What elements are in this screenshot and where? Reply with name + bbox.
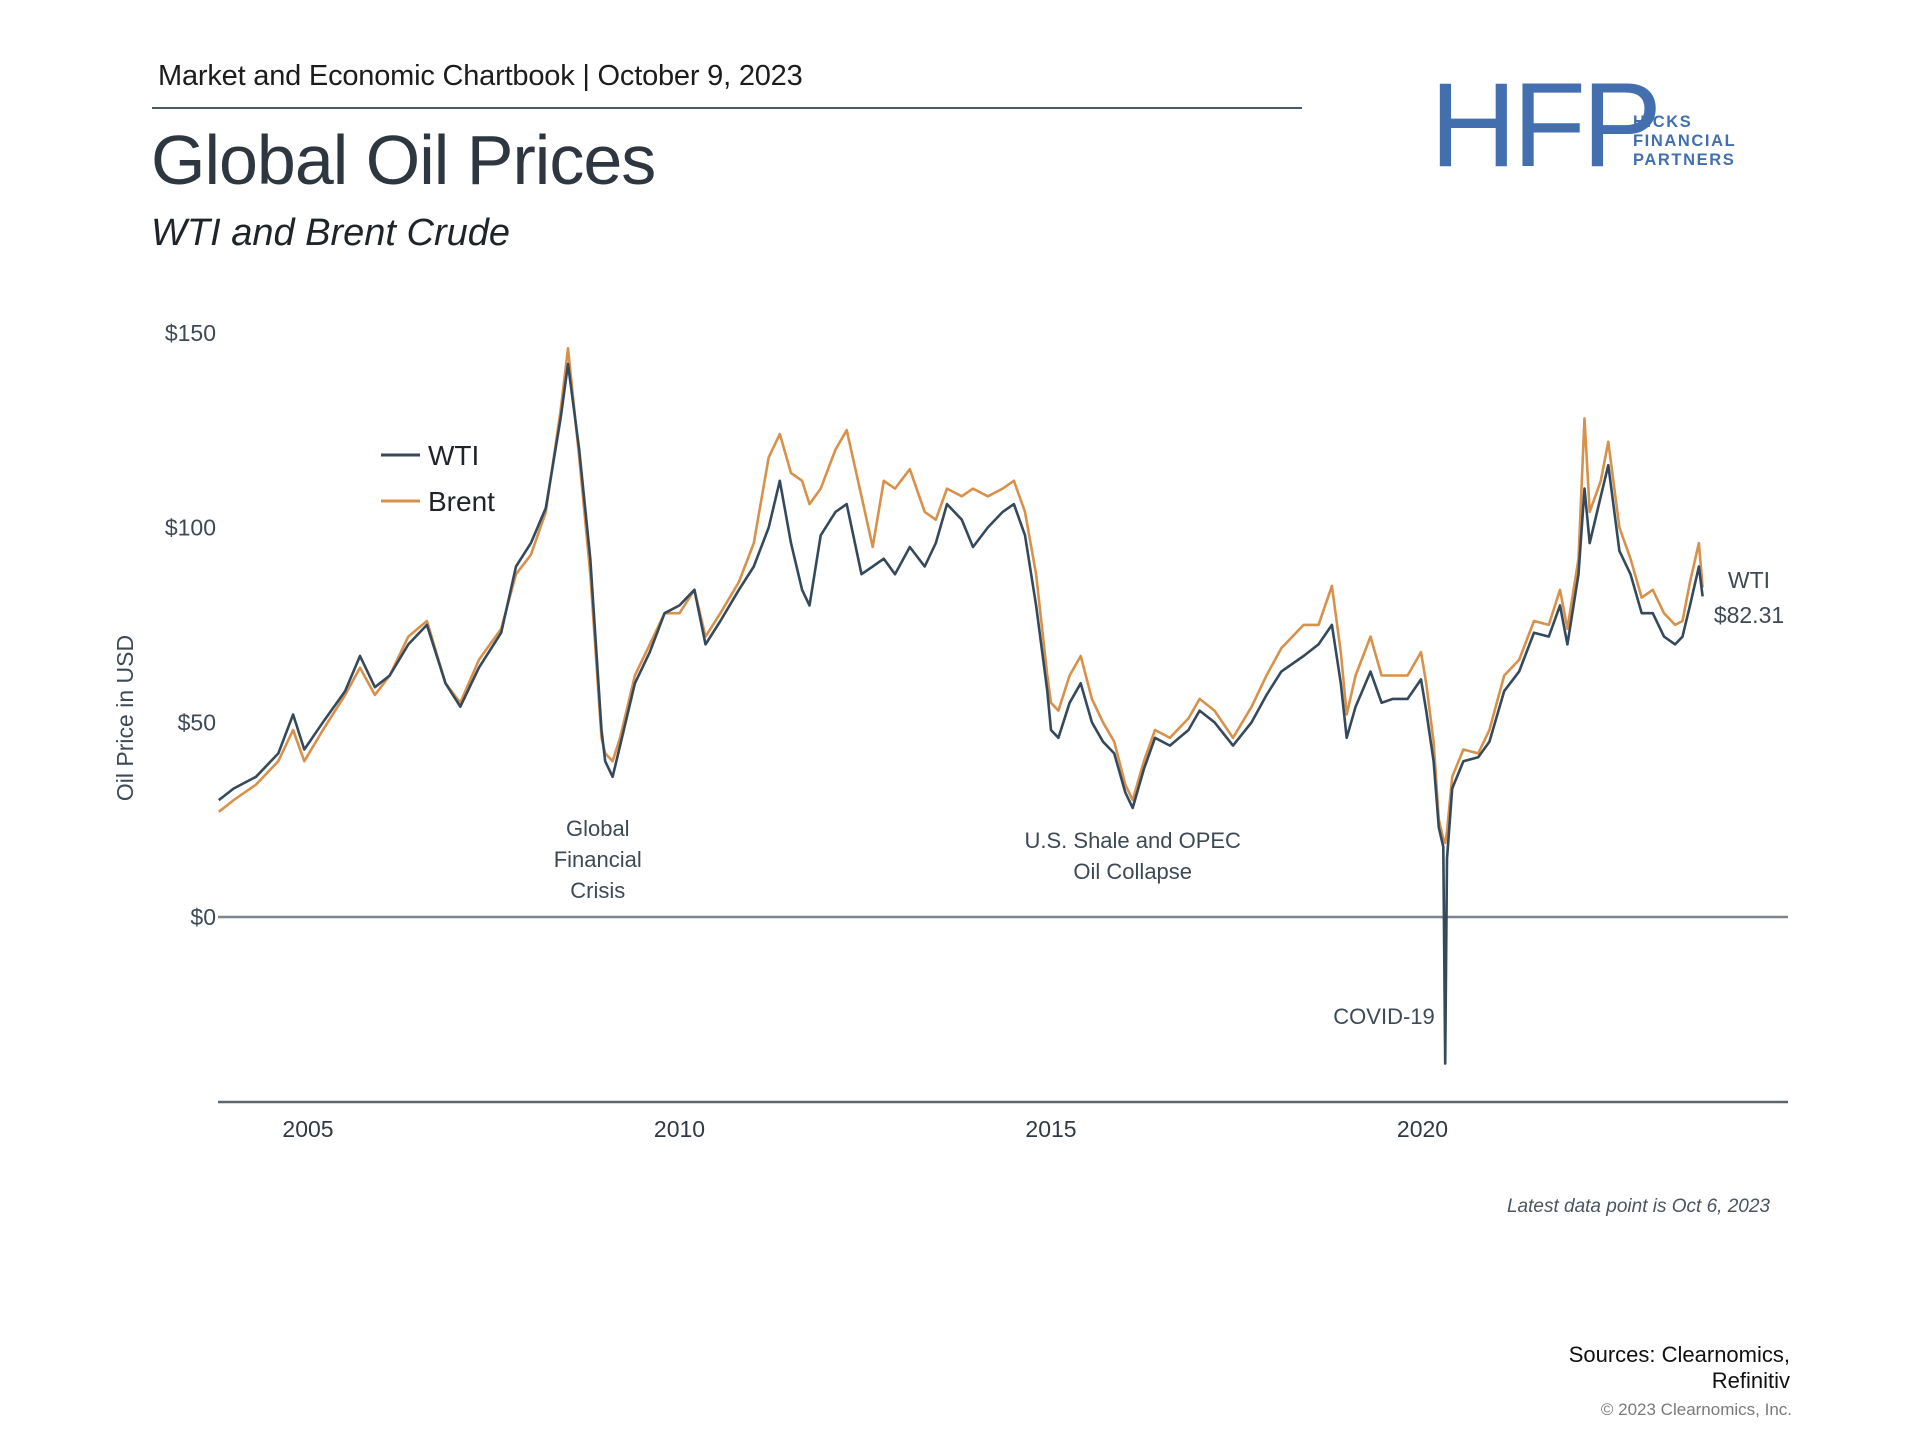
y-tick-label: $150	[165, 320, 216, 346]
latest-data-footnote: Latest data point is Oct 6, 2023	[1506, 1196, 1770, 1217]
sources-line-2: Refinitiv	[1711, 1368, 1790, 1393]
legend: WTI Brent	[381, 440, 495, 517]
y-axis-label: Oil Price in USD	[112, 635, 138, 801]
page-subtitle: WTI and Brent Crude	[151, 212, 511, 254]
x-tick-label: 2005	[282, 1116, 333, 1142]
annotation-line: COVID-19	[1333, 1004, 1434, 1029]
x-tick-label: 2010	[654, 1116, 705, 1142]
end-label-value: $82.31	[1714, 602, 1784, 628]
series-line-brent	[217, 347, 1704, 845]
header-divider	[152, 107, 1302, 109]
y-axis: $0 $50 $100 $150	[165, 320, 216, 930]
annotation: Global Financial Crisis	[554, 816, 642, 903]
annotation-line: Oil Collapse	[1073, 859, 1192, 884]
x-tick-label: 2015	[1025, 1116, 1076, 1142]
legend-label-wti: WTI	[428, 440, 479, 471]
logo-line-partners: PARTNERS	[1633, 151, 1736, 169]
annotation-line: Financial	[554, 847, 642, 872]
series-layer	[217, 347, 1704, 1065]
copyright: © 2023 Clearnomics, Inc.	[1600, 1400, 1792, 1419]
series-line-wti	[218, 362, 1704, 1065]
end-label-series: WTI	[1728, 567, 1770, 593]
logo-mark: HFP	[1430, 58, 1662, 192]
logo-wordmark: HICKS FINANCIAL PARTNERS	[1633, 113, 1736, 170]
x-tick-label: 2020	[1397, 1116, 1448, 1142]
logo-line-hicks: HICKS	[1633, 113, 1693, 131]
chartbook-header: Market and Economic Chartbook | October …	[158, 60, 803, 92]
sources-note: Sources: Clearnomics, Refinitiv	[1480, 1342, 1790, 1394]
annotations: Global Financial Crisis U.S. Shale and OPEC…	[554, 816, 1435, 1029]
page-title: Global Oil Prices	[151, 121, 656, 199]
annotation: U.S. Shale and OPEC Oil Collapse	[1025, 828, 1242, 884]
sources-line-1: Sources: Clearnomics,	[1568, 1342, 1790, 1367]
y-tick-label: $0	[190, 904, 216, 930]
hfp-logo: HFP HICKS FINANCIAL PARTNERS	[1430, 58, 1760, 192]
annotation: COVID-19	[1333, 1004, 1434, 1029]
wti-end-label: WTI $82.31	[1714, 567, 1784, 628]
annotation-line: Crisis	[570, 878, 625, 903]
y-tick-label: $50	[178, 709, 216, 735]
legend-label-brent: Brent	[428, 486, 495, 517]
y-tick-label: $100	[165, 515, 216, 541]
logo-line-financial: FINANCIAL	[1633, 132, 1737, 150]
annotation-line: U.S. Shale and OPEC	[1025, 828, 1242, 853]
annotation-line: Global	[566, 816, 630, 841]
x-axis: 2005 2010 2015 2020	[282, 1116, 1448, 1142]
